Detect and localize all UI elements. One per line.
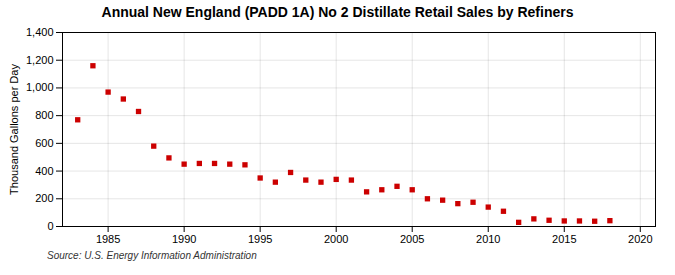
svg-text:2015: 2015 [552,233,576,245]
svg-text:1985: 1985 [96,233,120,245]
html-text:Source: U.S. Energy Informatio: Source: U.S. Energy Information Administ… [47,250,257,261]
svg-text:1990: 1990 [172,233,196,245]
svg-text:2005: 2005 [400,233,424,245]
svg-text:2000: 2000 [324,233,348,245]
svg-text:200: 200 [35,192,53,204]
svg-text:2020: 2020 [628,233,652,245]
svg-text:1,000: 1,000 [26,81,54,93]
svg-text:600: 600 [35,137,53,149]
svg-text:1,400: 1,400 [26,26,54,38]
svg-text:800: 800 [35,109,53,121]
svg-text:0: 0 [47,220,53,232]
svg-text:1,200: 1,200 [26,54,54,66]
html-text:Annual New England (PADD 1A) N: Annual New England (PADD 1A) No 2 Distil… [101,4,574,20]
svg-text:1995: 1995 [248,233,272,245]
svg-text:400: 400 [35,165,53,177]
svg-text:2010: 2010 [476,233,500,245]
svg-text:Thousand Gallons per Day: Thousand Gallons per Day [8,64,20,195]
